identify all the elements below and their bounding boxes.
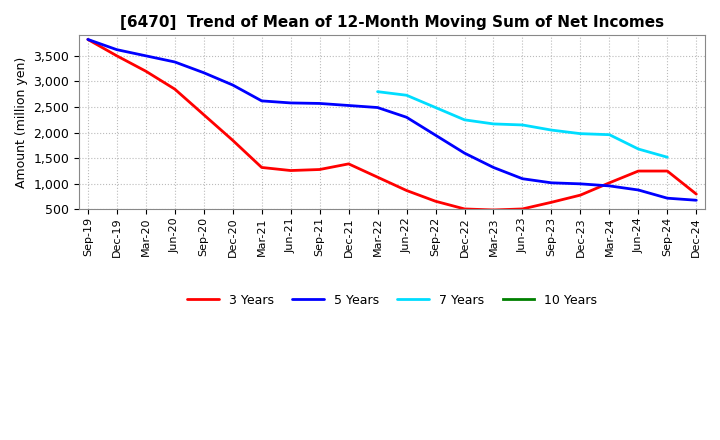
3 Years xyxy=(141,69,150,74)
3 Years xyxy=(287,168,295,173)
Title: [6470]  Trend of Mean of 12-Month Moving Sum of Net Incomes: [6470] Trend of Mean of 12-Month Moving … xyxy=(120,15,664,30)
5 Years xyxy=(663,195,672,201)
5 Years xyxy=(84,37,92,42)
7 Years xyxy=(402,92,411,98)
3 Years xyxy=(199,112,208,117)
3 Years xyxy=(84,37,92,42)
3 Years xyxy=(257,165,266,170)
3 Years xyxy=(605,180,613,186)
3 Years xyxy=(692,191,701,197)
5 Years xyxy=(344,103,353,108)
7 Years xyxy=(634,147,643,152)
7 Years xyxy=(460,117,469,122)
5 Years xyxy=(257,98,266,103)
5 Years xyxy=(634,187,643,193)
7 Years xyxy=(431,105,440,110)
5 Years xyxy=(112,47,121,52)
7 Years xyxy=(489,121,498,127)
5 Years xyxy=(141,53,150,59)
3 Years xyxy=(489,207,498,213)
5 Years xyxy=(605,183,613,188)
5 Years xyxy=(518,176,527,181)
5 Years xyxy=(547,180,556,186)
7 Years xyxy=(605,132,613,137)
3 Years xyxy=(518,206,527,212)
7 Years xyxy=(663,154,672,160)
5 Years xyxy=(315,101,324,106)
Line: 5 Years: 5 Years xyxy=(88,40,696,200)
7 Years xyxy=(518,122,527,128)
3 Years xyxy=(547,200,556,205)
3 Years xyxy=(431,198,440,204)
5 Years xyxy=(692,198,701,203)
5 Years xyxy=(576,181,585,187)
7 Years xyxy=(373,89,382,94)
3 Years xyxy=(460,206,469,212)
3 Years xyxy=(315,167,324,172)
Legend: 3 Years, 5 Years, 7 Years, 10 Years: 3 Years, 5 Years, 7 Years, 10 Years xyxy=(182,289,602,312)
3 Years xyxy=(634,169,643,174)
3 Years xyxy=(112,53,121,59)
Y-axis label: Amount (million yen): Amount (million yen) xyxy=(15,57,28,188)
7 Years xyxy=(576,131,585,136)
3 Years xyxy=(402,188,411,193)
3 Years xyxy=(228,138,237,143)
Line: 7 Years: 7 Years xyxy=(377,92,667,157)
Line: 3 Years: 3 Years xyxy=(88,40,696,210)
5 Years xyxy=(228,82,237,88)
5 Years xyxy=(402,115,411,120)
5 Years xyxy=(460,150,469,156)
3 Years xyxy=(576,192,585,198)
5 Years xyxy=(287,100,295,106)
5 Years xyxy=(431,132,440,138)
3 Years xyxy=(373,175,382,180)
5 Years xyxy=(171,59,179,65)
3 Years xyxy=(344,161,353,166)
5 Years xyxy=(489,165,498,170)
5 Years xyxy=(373,105,382,110)
5 Years xyxy=(199,70,208,75)
3 Years xyxy=(171,87,179,92)
3 Years xyxy=(663,169,672,174)
7 Years xyxy=(547,128,556,133)
